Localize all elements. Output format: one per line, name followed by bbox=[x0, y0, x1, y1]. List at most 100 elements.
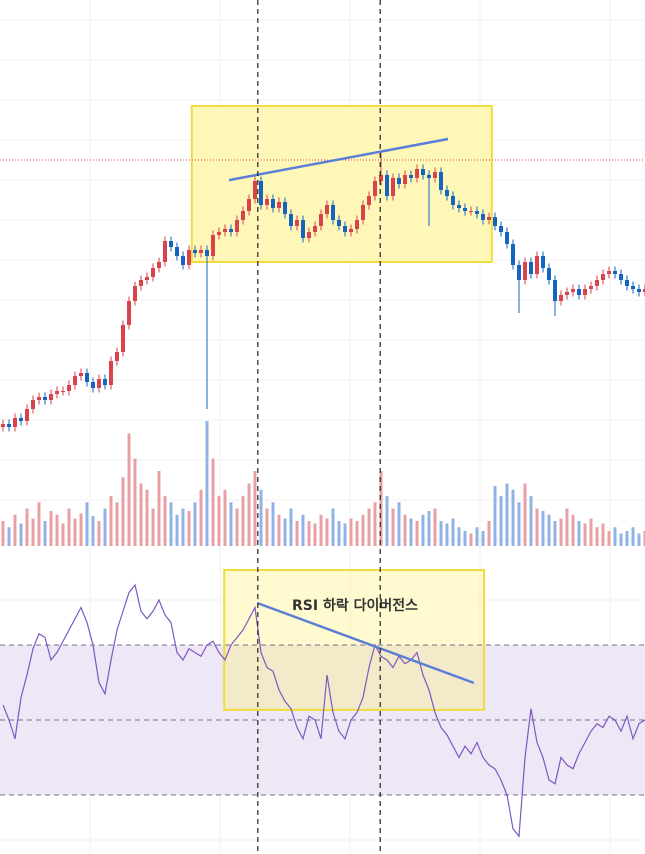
candle-body bbox=[271, 199, 275, 208]
volume-bar bbox=[451, 518, 455, 546]
candle-body bbox=[619, 274, 623, 280]
volume-bar bbox=[301, 514, 305, 546]
candle-body bbox=[529, 262, 533, 274]
candle-body bbox=[559, 295, 563, 301]
candle-body bbox=[13, 418, 17, 427]
volume-bar bbox=[103, 508, 107, 546]
volume-bar bbox=[487, 521, 491, 546]
volume-bar bbox=[115, 502, 119, 546]
candle-body bbox=[589, 286, 593, 289]
candle-body bbox=[331, 205, 335, 220]
volume-bar bbox=[13, 514, 17, 546]
volume-bar bbox=[217, 496, 221, 546]
candle-body bbox=[361, 205, 365, 220]
volume-bar bbox=[415, 521, 419, 546]
volume-bar bbox=[379, 471, 383, 546]
volume-bar bbox=[523, 483, 527, 546]
volume-bar bbox=[43, 521, 47, 546]
candle-body bbox=[109, 361, 113, 385]
candle-body bbox=[133, 286, 137, 301]
candle-body bbox=[481, 214, 485, 220]
volume-bar bbox=[283, 518, 287, 546]
volume-bar bbox=[295, 521, 299, 546]
candle-body bbox=[205, 250, 209, 256]
candle-body bbox=[637, 289, 641, 292]
volume-bar bbox=[349, 518, 353, 546]
candle-body bbox=[601, 274, 605, 280]
volume-bar bbox=[433, 508, 437, 546]
volume-bar bbox=[589, 518, 593, 546]
volume-bar bbox=[61, 523, 65, 546]
candle-body bbox=[421, 169, 425, 175]
volume-bar bbox=[157, 471, 161, 546]
volume-bar bbox=[367, 508, 371, 546]
volume-bar bbox=[385, 496, 389, 546]
candle-body bbox=[445, 190, 449, 196]
volume-bar bbox=[265, 508, 269, 546]
candle-body bbox=[85, 373, 89, 382]
candle-body bbox=[241, 211, 245, 220]
volume-bar bbox=[391, 508, 395, 546]
candle-body bbox=[79, 373, 83, 376]
candle-body bbox=[523, 262, 527, 280]
candle-body bbox=[181, 256, 185, 265]
candle-body bbox=[571, 289, 575, 292]
volume-bar bbox=[613, 527, 617, 546]
volume-bar bbox=[319, 514, 323, 546]
volume-bar bbox=[199, 489, 203, 546]
volume-bar bbox=[205, 421, 209, 546]
candle-body bbox=[367, 196, 371, 205]
candle-body bbox=[349, 229, 353, 232]
volume-bar bbox=[19, 523, 23, 546]
volume-bar bbox=[553, 521, 557, 546]
candle-body bbox=[145, 277, 149, 280]
candle-body bbox=[217, 232, 221, 235]
candle-body bbox=[151, 268, 155, 277]
candle-body bbox=[7, 424, 11, 427]
volume-bar bbox=[121, 477, 125, 546]
volume-bar bbox=[181, 508, 185, 546]
volume-bar bbox=[31, 518, 35, 546]
candle-body bbox=[223, 229, 227, 232]
volume-bar bbox=[241, 496, 245, 546]
candle-body bbox=[55, 391, 59, 394]
volume-bar bbox=[547, 514, 551, 546]
volume-bar bbox=[175, 514, 179, 546]
candle-body bbox=[91, 382, 95, 388]
candle-body bbox=[595, 280, 599, 286]
candle-body bbox=[409, 175, 413, 178]
volume-bar bbox=[559, 518, 563, 546]
candle-body bbox=[475, 211, 479, 214]
volume-bar bbox=[493, 486, 497, 546]
candle-body bbox=[511, 244, 515, 265]
candle-body bbox=[451, 196, 455, 205]
candle-body bbox=[493, 217, 497, 226]
candle-body bbox=[505, 232, 509, 244]
candle-body bbox=[211, 235, 215, 256]
volume-bar bbox=[517, 502, 521, 546]
volume-bar bbox=[235, 508, 239, 546]
candle-body bbox=[613, 271, 617, 274]
candle-body bbox=[535, 256, 539, 274]
volume-bar bbox=[49, 511, 53, 546]
candle-body bbox=[37, 397, 41, 400]
candle-body bbox=[67, 385, 71, 391]
candle-body bbox=[169, 241, 173, 247]
volume-bar bbox=[145, 489, 149, 546]
candle-body bbox=[229, 229, 233, 232]
volume-bar bbox=[163, 496, 167, 546]
price-pane bbox=[0, 105, 645, 432]
candle-body bbox=[235, 220, 239, 232]
volume-bar bbox=[55, 514, 59, 546]
volume-bar bbox=[25, 508, 29, 546]
volume-bar bbox=[475, 527, 479, 546]
candle-body bbox=[541, 256, 545, 268]
candle-body bbox=[49, 394, 53, 400]
volume-bar bbox=[577, 521, 581, 546]
candle-body bbox=[391, 178, 395, 196]
volume-bar bbox=[289, 508, 293, 546]
volume-bar bbox=[67, 508, 71, 546]
candle-body bbox=[547, 268, 551, 280]
candle-body bbox=[163, 241, 167, 262]
